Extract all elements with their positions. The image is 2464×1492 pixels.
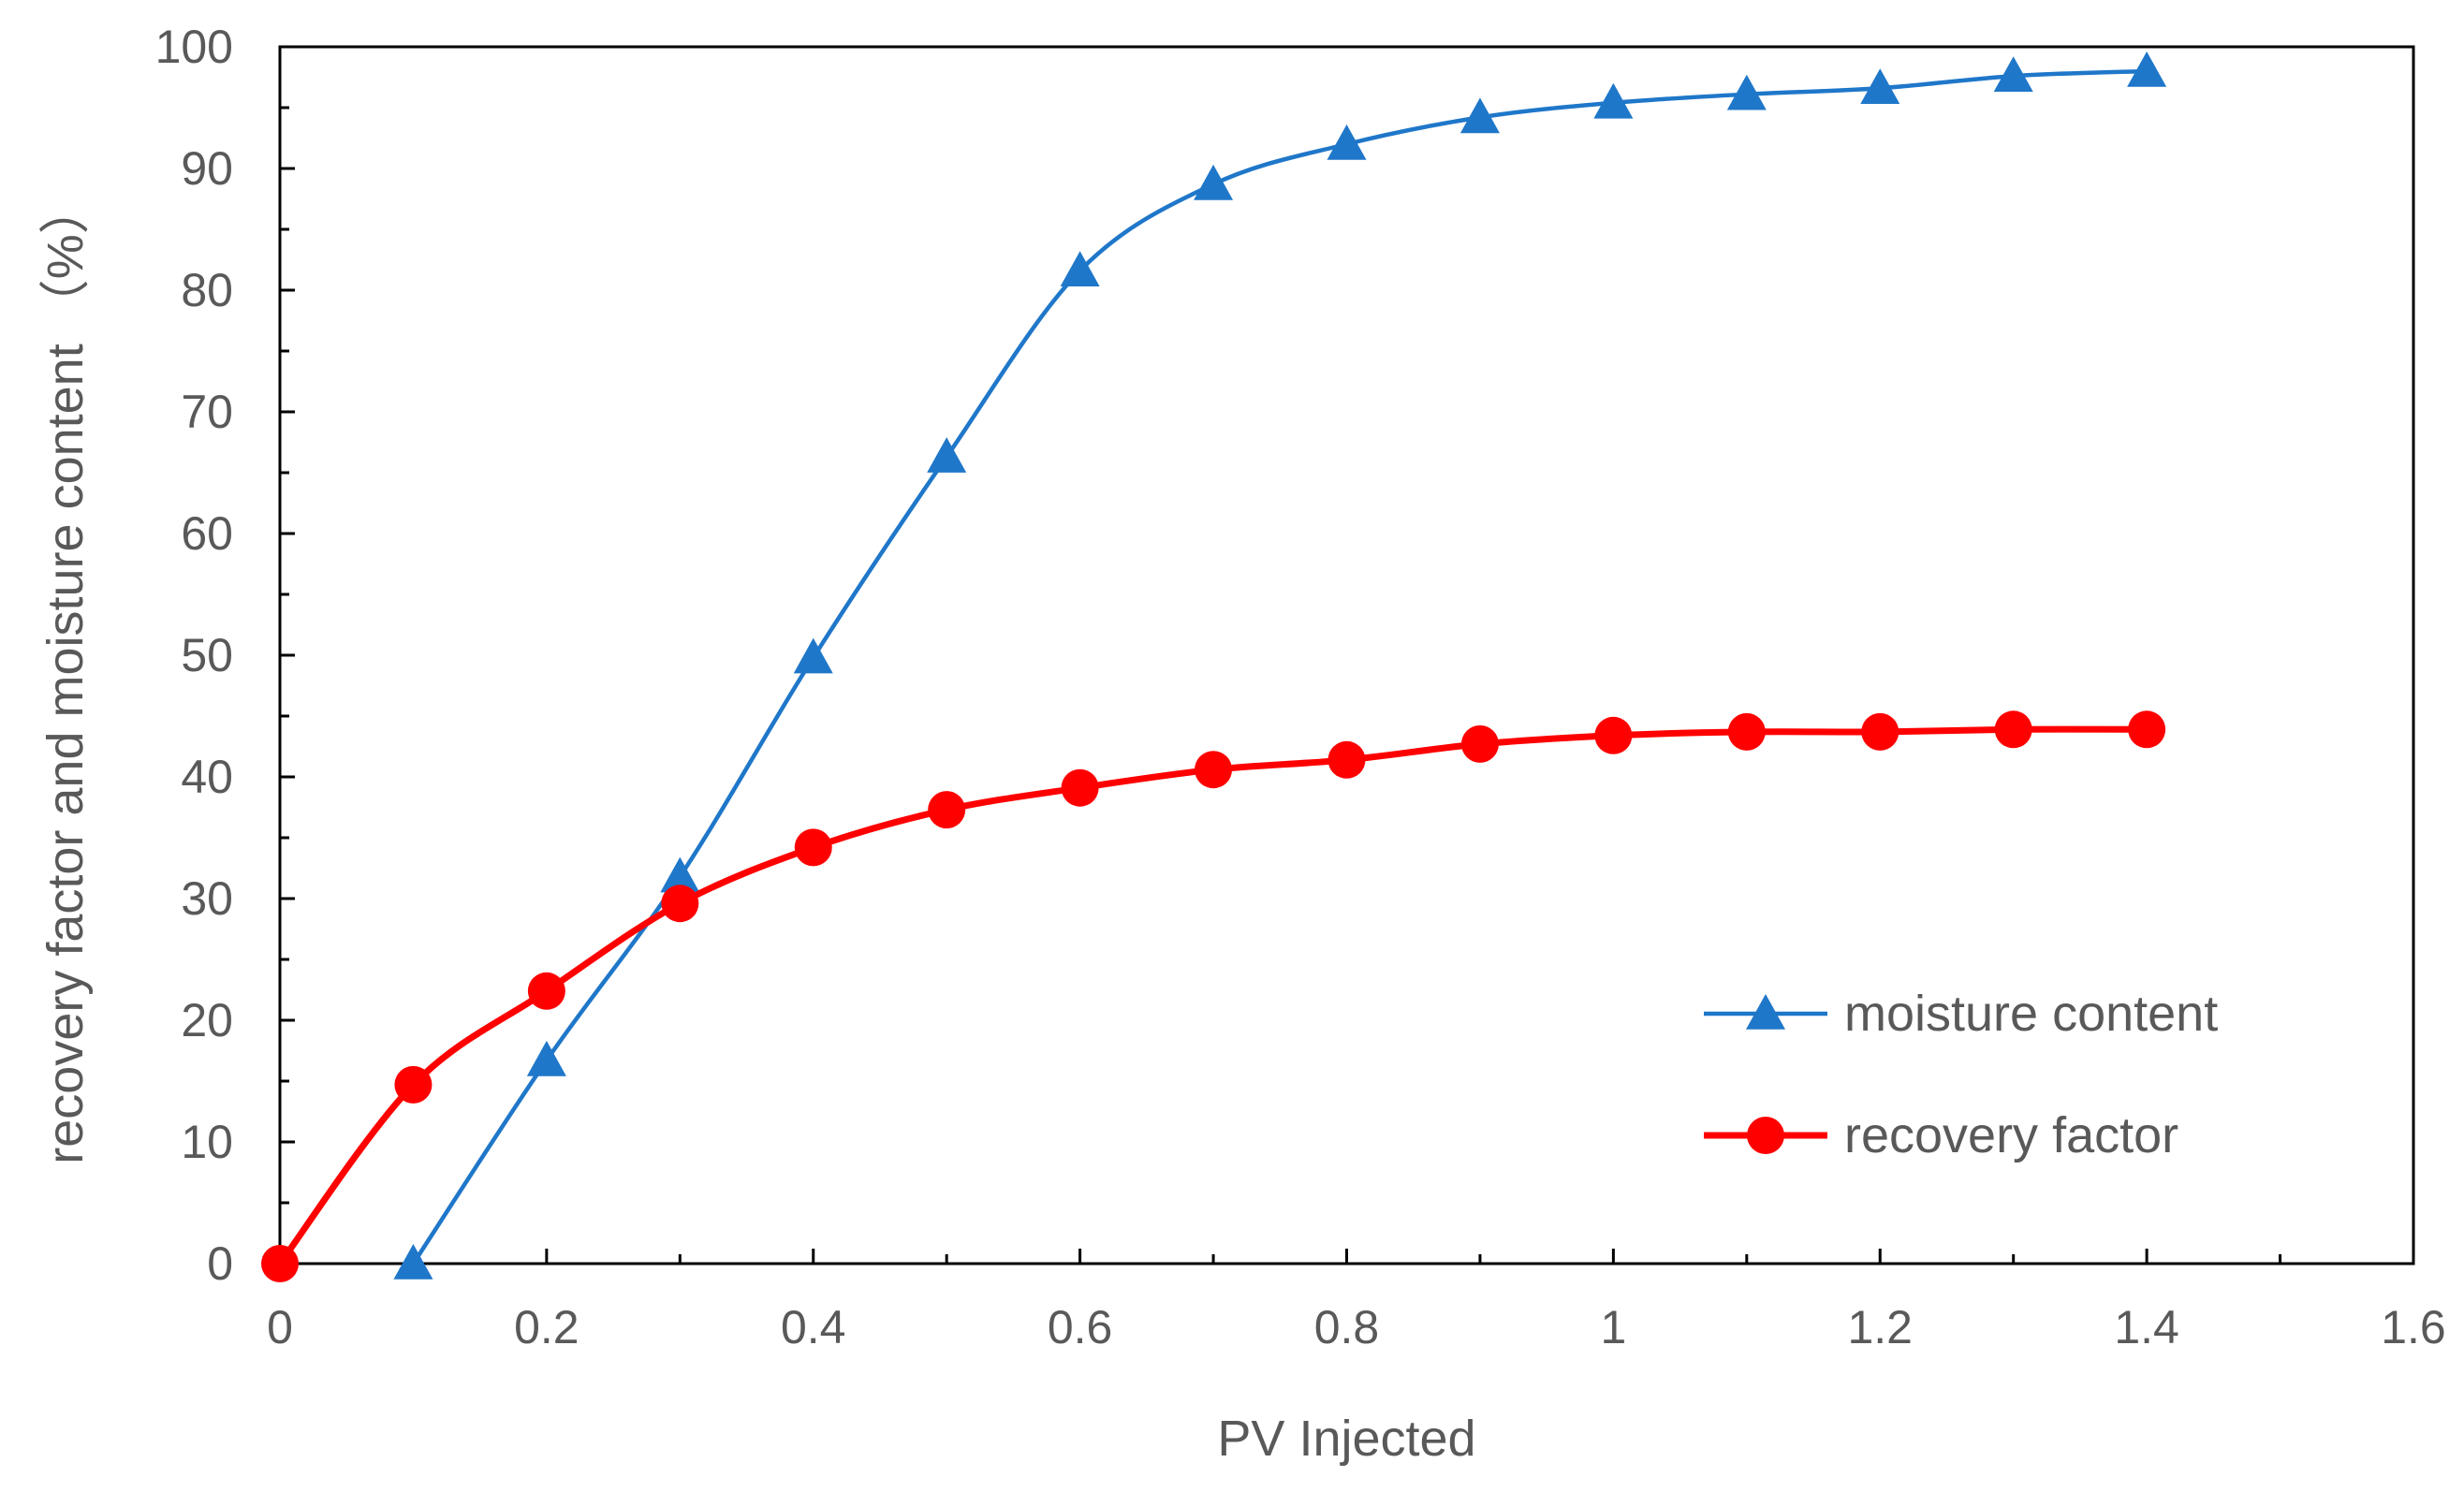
legend-marker-recovery-factor: [1747, 1117, 1784, 1154]
data-point-recovery-factor: [1861, 712, 1899, 751]
legend-item-recovery-factor: recovery factor: [1704, 1107, 2178, 1163]
data-point-moisture-content: [1060, 251, 1100, 286]
data-point-recovery-factor: [1727, 712, 1766, 751]
data-point-recovery-factor: [661, 885, 699, 923]
data-point-recovery-factor: [1327, 740, 1366, 779]
data-point-recovery-factor: [2128, 710, 2166, 749]
data-point-recovery-factor: [261, 1245, 299, 1282]
x-tick-label: 1.6: [2381, 1301, 2446, 1353]
x-axis-title: PV Injected: [1217, 1411, 1475, 1467]
series-recovery-factor: [261, 710, 2166, 1282]
y-tick-label: 0: [207, 1237, 233, 1290]
data-point-moisture-content: [1726, 74, 1767, 110]
series-layer: [261, 51, 2167, 1282]
y-tick-label: 30: [181, 872, 233, 925]
x-tick-label: 0: [267, 1301, 293, 1353]
x-tick-label: 0.4: [781, 1301, 846, 1353]
data-point-recovery-factor: [928, 791, 966, 829]
data-point-moisture-content: [1194, 164, 1234, 200]
y-tick-label: 100: [155, 21, 233, 73]
y-tick-label: 10: [181, 1116, 233, 1168]
data-point-recovery-factor: [794, 828, 832, 867]
data-point-moisture-content: [1593, 82, 1634, 119]
legend-marker-moisture-content: [1746, 994, 1785, 1030]
legend-label-recovery-factor: recovery factor: [1844, 1107, 2178, 1163]
x-tick-label: 0.2: [514, 1301, 579, 1353]
y-tick-label: 50: [181, 629, 233, 681]
data-point-recovery-factor: [1061, 768, 1099, 807]
legend: moisture content recovery factor: [1704, 986, 2218, 1163]
data-point-moisture-content: [1993, 56, 2033, 92]
data-point-recovery-factor: [394, 1065, 433, 1104]
x-axis: 0 0.2 0.4 0.6 0.8 1 1.2 1.4 1.6: [267, 1249, 2446, 1353]
data-point-moisture-content: [2127, 51, 2167, 87]
data-point-moisture-content: [526, 1040, 566, 1076]
data-point-recovery-factor: [1195, 751, 1233, 789]
data-point-moisture-content: [793, 637, 833, 674]
legend-label-moisture-content: moisture content: [1844, 986, 2218, 1042]
data-point-recovery-factor: [1994, 710, 2032, 749]
data-point-moisture-content: [1459, 97, 1500, 134]
y-axis-title: recovery factor and moisture content （%）: [37, 183, 94, 1163]
x-tick-label: 1.4: [2114, 1301, 2179, 1353]
x-tick-label: 0.8: [1314, 1301, 1380, 1353]
y-axis: 0 10 20 30 40 50 60 70 80 90 100: [155, 21, 295, 1290]
x-tick-label: 0.6: [1048, 1301, 1113, 1353]
legend-item-moisture-content: moisture content: [1704, 986, 2218, 1042]
data-point-recovery-factor: [1594, 716, 1633, 754]
data-point-recovery-factor: [527, 972, 565, 1010]
data-point-moisture-content: [393, 1244, 433, 1280]
data-point-moisture-content: [927, 437, 967, 473]
y-tick-label: 60: [181, 507, 233, 560]
x-tick-label: 1.2: [1847, 1301, 1913, 1353]
y-tick-label: 40: [181, 751, 233, 803]
data-point-moisture-content: [660, 856, 700, 893]
data-point-moisture-content: [1327, 124, 1367, 160]
y-tick-label: 20: [181, 994, 233, 1046]
data-point-recovery-factor: [1460, 724, 1499, 763]
y-tick-label: 70: [181, 386, 233, 438]
x-tick-label: 1: [1600, 1301, 1626, 1353]
y-tick-label: 80: [181, 264, 233, 316]
y-tick-label: 90: [181, 142, 233, 195]
data-point-moisture-content: [1860, 68, 1900, 104]
